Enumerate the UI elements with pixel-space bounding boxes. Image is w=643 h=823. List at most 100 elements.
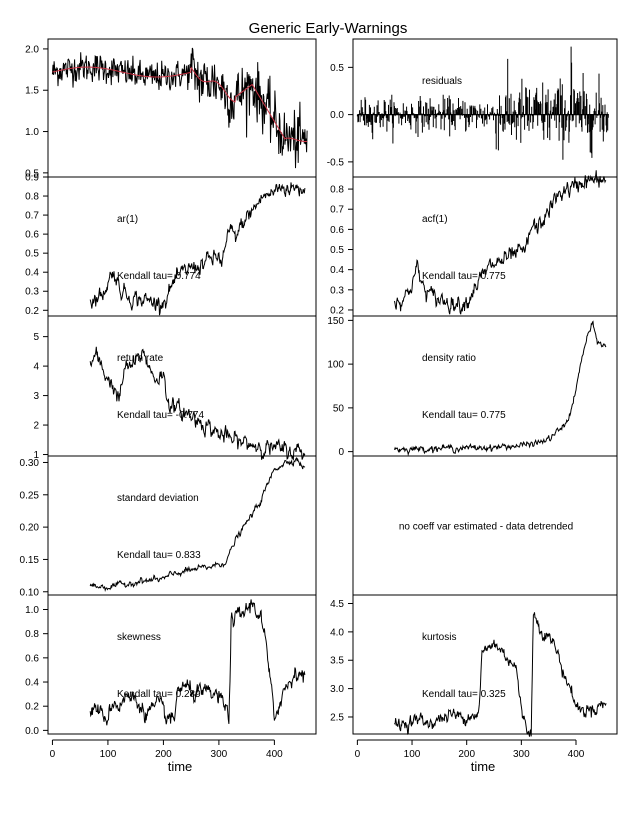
panel-label: standard deviation: [117, 493, 199, 504]
y-tick-label: 1.0: [25, 605, 39, 616]
y-tick-label: 3.5: [330, 656, 344, 667]
x-tick-label: 400: [568, 749, 585, 760]
y-tick-label: 2.5: [330, 712, 344, 723]
x-tick-label: 100: [404, 749, 421, 760]
panel-density-ratio: 0 50 100 150 density ratio Kendall tau= 0.775: [327, 315, 618, 458]
x-tick-label: 100: [100, 749, 117, 760]
x-tick-label: 200: [155, 749, 172, 760]
panel-kurtosis: 2.5 3.0 3.5 4.0 4.5 kurtosis Kendall tau= 0.32…: [330, 594, 618, 737]
panel-standard-deviation: 0.10 0.15 0.20 0.25 0.30 standard deviation Ke…: [20, 455, 317, 598]
y-tick-label: 50: [333, 403, 345, 414]
sd-line: [89, 457, 306, 593]
y-tick-label: 0.4: [330, 265, 344, 276]
x-axis-left: 0 100 200 300 400 time: [50, 739, 283, 774]
timeseries-line: [51, 47, 308, 169]
y-tick-label: 1.0: [25, 127, 39, 138]
smoothed-trend-line: [52, 66, 308, 142]
panel-coeff-var: no coeff var estimated - data detrended: [352, 455, 618, 596]
panel-frame: [352, 315, 618, 457]
y-tick-label: 0: [338, 447, 344, 458]
panel-label: skewness: [117, 632, 161, 643]
panel-label: kurtosis: [422, 632, 456, 643]
y-tick-label: 0.25: [20, 490, 40, 501]
panel-acf1: 0.2 0.3 0.4 0.5 0.6 0.7 0.8 acf(1) Kendall tau= …: [330, 170, 618, 317]
panel-label: ar(1): [117, 214, 138, 225]
y-tick-label: 0.2: [25, 702, 39, 713]
x-axis-title: time: [471, 759, 496, 774]
y-tick-label: 0.8: [330, 185, 344, 196]
coeff-var-message: no coeff var estimated - data detrended: [399, 522, 573, 533]
y-tick-label: 2: [33, 421, 39, 432]
y-tick-label: 4.5: [330, 599, 344, 610]
y-tick-label: 100: [327, 360, 344, 371]
y-tick-label: 0.30: [20, 458, 40, 469]
kendall-tau-label: Kendall tau= 0.775: [422, 410, 506, 421]
x-tick-label: 300: [513, 749, 530, 760]
panel-residuals: -0.5 0.0 0.5 residuals: [327, 38, 618, 178]
panel-frame: [47, 315, 317, 457]
panel-label: return rate: [117, 353, 164, 364]
panel-frame: [47, 455, 317, 596]
x-tick-label: 200: [458, 749, 475, 760]
y-tick-label: 0.0: [25, 726, 39, 737]
panel-timeseries: 0.5 1.0 1.5 2.0: [25, 38, 317, 179]
y-tick-label: 0.6: [25, 230, 39, 241]
y-tick-label: 0.4: [25, 678, 39, 689]
y-tick-label: -0.5: [327, 157, 345, 168]
kendall-tau-label: Kendall tau= 0.833: [117, 550, 201, 561]
panel-skewness: 0.0 0.2 0.4 0.6 0.8 1.0 skewness Kendall tau= 0…: [25, 594, 317, 737]
y-tick-label: 4: [33, 362, 39, 373]
kendall-tau-label: Kendall tau= 0.774: [117, 271, 201, 282]
x-tick-label: 300: [211, 749, 228, 760]
y-tick-label: 0.5: [330, 245, 344, 256]
y-tick-label: 1.5: [25, 86, 39, 97]
panel-label: acf(1): [422, 214, 448, 225]
panel-frame: [352, 176, 618, 317]
figure-title: Generic Early-Warnings: [249, 20, 408, 37]
panel-label: residuals: [422, 76, 462, 87]
densityratio-line: [394, 320, 607, 457]
panel-frame: [47, 176, 317, 317]
x-tick-label: 0: [50, 749, 56, 760]
panel-ar1: 0.2 0.3 0.4 0.5 0.6 0.7 0.8 0.9 ar(1) Kendall tau…: [25, 173, 317, 317]
y-tick-label: 3: [33, 391, 39, 402]
y-tick-label: 0.5: [25, 168, 39, 179]
panel-return-rate: 1 2 3 4 5 return rate Kendall tau= -0.774: [33, 315, 317, 461]
panel-frame: [352, 594, 618, 735]
y-tick-label: 3.0: [330, 684, 344, 695]
y-tick-label: 0.7: [330, 205, 344, 216]
y-tick-label: 0.8: [25, 629, 39, 640]
x-tick-label: 0: [355, 749, 361, 760]
y-tick-label: 5: [33, 332, 39, 343]
y-tick-label: 0.0: [330, 110, 344, 121]
y-tick-label: 0.10: [20, 587, 40, 598]
y-tick-label: 1: [33, 450, 39, 461]
y-tick-label: 0.20: [20, 523, 40, 534]
y-tick-label: 0.15: [20, 555, 40, 566]
y-tick-label: 2.0: [25, 44, 39, 55]
y-tick-label: 0.9: [25, 173, 39, 184]
kendall-tau-label: Kendall tau= -0.774: [117, 410, 204, 421]
kendall-tau-label: Kendall tau= 0.775: [422, 271, 506, 282]
y-tick-label: 0.3: [330, 285, 344, 296]
skew-line: [89, 599, 306, 726]
ar1-line: [89, 182, 306, 316]
x-axis-right: 0 100 200 300 400 time: [355, 739, 585, 774]
y-tick-label: 0.2: [330, 305, 344, 316]
acf1-line: [394, 170, 607, 315]
x-tick-label: 400: [266, 749, 283, 760]
kurt-line: [394, 612, 607, 737]
y-tick-label: 150: [327, 316, 344, 327]
y-tick-label: 0.4: [25, 268, 39, 279]
x-axis-title: time: [168, 759, 193, 774]
kendall-tau-label: Kendall tau= 0.325: [422, 689, 506, 700]
y-tick-label: 4.0: [330, 627, 344, 638]
residuals-bars: [356, 46, 609, 160]
panel-label: density ratio: [422, 353, 476, 364]
y-tick-label: 0.8: [25, 192, 39, 203]
returnrate-line: [89, 346, 306, 461]
kendall-tau-label: Kendall tau= 0.289: [117, 689, 201, 700]
y-tick-label: 0.2: [25, 306, 39, 317]
panel-frame: [47, 594, 317, 735]
